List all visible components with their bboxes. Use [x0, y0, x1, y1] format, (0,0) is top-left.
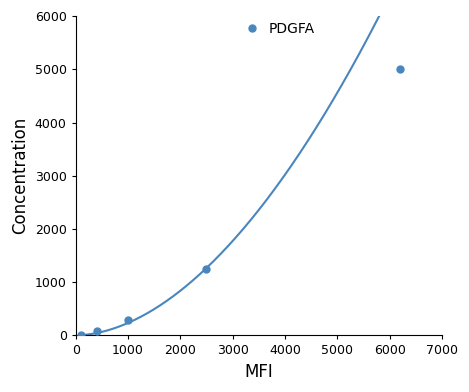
PDGFA — [125, 318, 131, 323]
X-axis label: MFI: MFI — [244, 363, 273, 381]
Y-axis label: Concentration: Concentration — [11, 117, 29, 234]
Legend: PDGFA: PDGFA — [236, 17, 320, 42]
Line: PDGFA: PDGFA — [77, 66, 403, 339]
PDGFA — [204, 267, 209, 271]
PDGFA — [397, 67, 403, 72]
PDGFA — [94, 329, 99, 334]
PDGFA — [78, 333, 84, 338]
